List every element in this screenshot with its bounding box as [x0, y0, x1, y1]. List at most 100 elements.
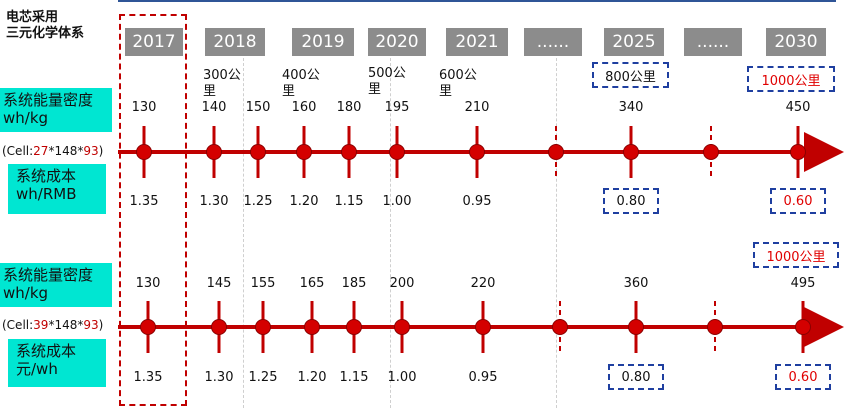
- row2-node: [140, 319, 156, 335]
- row2-cost-label-line2: 元/wh: [16, 360, 58, 378]
- range-500km: 500公里: [368, 66, 406, 97]
- row1-node: [548, 144, 564, 160]
- row2-node: [552, 319, 568, 335]
- row2-energy-label: 系统能量密度 wh/kg: [0, 263, 112, 307]
- row2-node: [255, 319, 271, 335]
- title-line-1: 电芯采用: [6, 10, 59, 25]
- row1-node: [250, 144, 266, 160]
- row2-energy-value: 200: [389, 276, 415, 291]
- row2-cell-suffix: ): [98, 318, 104, 332]
- row1-node: [341, 144, 357, 160]
- year-2018: 2018: [205, 28, 265, 56]
- range-300km: 300公里: [203, 68, 241, 99]
- row2-cost-value: 1.35: [133, 370, 163, 385]
- year-2020: 2020: [368, 28, 426, 56]
- row2-cost-box: 0.60: [775, 364, 831, 390]
- row1-cost-value: 1.00: [382, 194, 412, 209]
- row2-cost-value: 1.30: [204, 370, 234, 385]
- row2-node: [211, 319, 227, 335]
- row1-cost-value: 1.30: [199, 194, 229, 209]
- chemistry-title: 电芯采用 三元化学体系: [6, 10, 84, 42]
- row2-node: [628, 319, 644, 335]
- range-600km: 600公里: [439, 68, 477, 99]
- row1-cost-label-line1: 系统成本: [16, 167, 77, 185]
- row1-node: [296, 144, 312, 160]
- row1-energy-value: 160: [291, 100, 317, 115]
- row1-energy-label-line2: wh/kg: [3, 109, 49, 127]
- range-400km: 400公里: [282, 68, 320, 99]
- row2-cost-value: 1.15: [339, 370, 369, 385]
- top-rule: [118, 0, 836, 2]
- gridline: [390, 58, 391, 408]
- row1-energy-value: 195: [384, 100, 410, 115]
- row1-node: [206, 144, 222, 160]
- year-2025: 2025: [604, 28, 664, 56]
- row1-energy-label: 系统能量密度 wh/kg: [0, 88, 112, 132]
- range-1000km-box-row2: 1000公里: [753, 242, 839, 268]
- row2-energy-value: 165: [299, 276, 325, 291]
- row1-cost-label: 系统成本 wh/RMB: [8, 164, 106, 214]
- row1-cell-b: 93: [83, 144, 99, 158]
- row2-cell-spec: (Cell:39*148*93): [2, 318, 103, 332]
- row2-energy-label-line2: wh/kg: [3, 284, 49, 302]
- row2-node: [475, 319, 491, 335]
- year-ellipsis-2: ......: [684, 28, 742, 56]
- gridline: [556, 58, 557, 408]
- year-2017: 2017: [125, 28, 183, 56]
- row1-energy-value: 210: [464, 100, 490, 115]
- row2-energy-value: 130: [135, 276, 161, 291]
- row2-energy-value: 495: [790, 276, 816, 291]
- row2-cell-b: 93: [83, 318, 99, 332]
- row1-cost-box: 0.60: [770, 188, 826, 214]
- row2-cost-label-line1: 系统成本: [16, 342, 77, 360]
- row2-cost-value: 0.95: [468, 370, 498, 385]
- row2-node: [394, 319, 410, 335]
- row1-cost-value: 1.35: [129, 194, 159, 209]
- row1-energy-value: 180: [336, 100, 362, 115]
- row2-node: [346, 319, 362, 335]
- row1-cell-suffix: ): [98, 144, 104, 158]
- row1-node: [389, 144, 405, 160]
- row2-cell-a: 39: [33, 318, 49, 332]
- row2-cost-value: 1.25: [248, 370, 278, 385]
- row1-node: [703, 144, 719, 160]
- row1-cell-a: 27: [33, 144, 49, 158]
- row1-cost-value: 1.20: [289, 194, 319, 209]
- row1-energy-value: 150: [245, 100, 271, 115]
- gridline: [243, 58, 244, 408]
- row1-node: [790, 144, 806, 160]
- row1-cost-box: 0.80: [603, 188, 659, 214]
- row1-cell-spec: (Cell:27*148*93): [2, 144, 103, 158]
- row1-cost-value: 0.95: [462, 194, 492, 209]
- row2-energy-value: 360: [623, 276, 649, 291]
- row1-cost-label-line2: wh/RMB: [16, 185, 77, 203]
- row1-cell-prefix: (Cell:: [2, 144, 34, 158]
- row1-energy-value: 340: [618, 100, 644, 115]
- row2-cost-value: 1.00: [387, 370, 417, 385]
- row1-energy-value: 140: [201, 100, 227, 115]
- row2-cost-label: 系统成本 元/wh: [8, 339, 106, 387]
- row2-node: [304, 319, 320, 335]
- row2-cell-prefix: (Cell:: [2, 318, 34, 332]
- row1-cell-mid: *148*: [48, 144, 84, 158]
- row2-energy-value: 220: [470, 276, 496, 291]
- row2-energy-value: 185: [341, 276, 367, 291]
- year-2030: 2030: [766, 28, 826, 56]
- year-ellipsis-1: ......: [524, 28, 582, 56]
- year-2019: 2019: [292, 28, 354, 56]
- row1-node: [136, 144, 152, 160]
- row1-energy-value: 130: [131, 100, 157, 115]
- row1-cost-value: 1.25: [243, 194, 273, 209]
- range-1000km-box: 1000公里: [747, 66, 835, 92]
- highlight-2017-frame: [119, 14, 187, 406]
- range-800km-box: 800公里: [592, 62, 669, 88]
- row2-node: [707, 319, 723, 335]
- row2-cost-box: 0.80: [608, 364, 664, 390]
- row1-node: [469, 144, 485, 160]
- title-line-2: 三元化学体系: [6, 26, 85, 41]
- row2-cell-mid: *148*: [48, 318, 84, 332]
- row1-energy-value: 450: [785, 100, 811, 115]
- row1-energy-label-line1: 系统能量密度: [3, 91, 94, 109]
- row2-node: [795, 319, 811, 335]
